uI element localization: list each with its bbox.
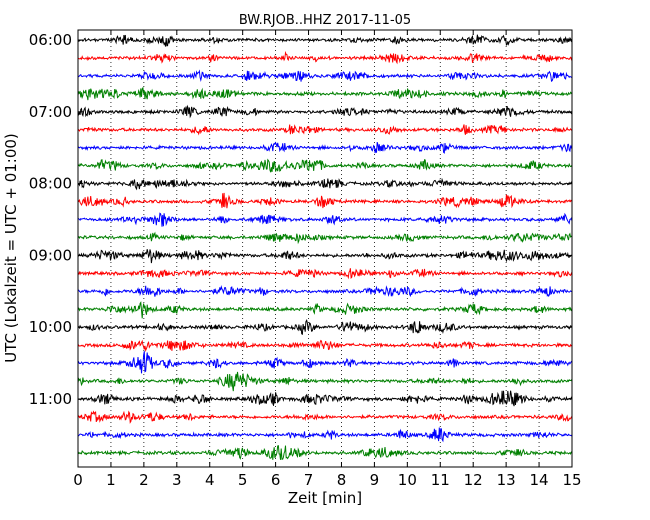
x-axis-label: Zeit [min]: [288, 489, 362, 507]
x-tick-label: 15: [562, 471, 581, 489]
x-tick-label: 5: [238, 471, 248, 489]
trace-row: [77, 141, 573, 154]
trace-row: [77, 390, 573, 407]
y-tick-label: 11:00: [29, 390, 72, 408]
trace-row: [77, 339, 573, 353]
y-tick-label: 09:00: [29, 246, 72, 264]
seismic-traces: [77, 34, 573, 460]
x-tick-label: 9: [370, 471, 380, 489]
trace-row: [77, 231, 573, 245]
trace-row: [77, 69, 573, 82]
plot-frame: [77, 29, 573, 468]
trace-row: [77, 319, 573, 335]
y-tick-label: 06:00: [29, 31, 72, 49]
trace-row: [77, 177, 573, 191]
x-tick-label: 8: [337, 471, 347, 489]
x-tick-label: 10: [398, 471, 417, 489]
trace-row: [77, 249, 573, 264]
x-tick-label: 12: [464, 471, 483, 489]
x-tick-label: 7: [304, 471, 314, 489]
x-tick-label: 4: [205, 471, 215, 489]
trace-row: [77, 34, 573, 47]
trace-row: [77, 268, 573, 280]
trace-row: [77, 86, 573, 101]
x-tick-label: 2: [139, 471, 149, 489]
chart-title: BW.RJOB..HHZ 2017-11-05: [239, 13, 411, 28]
x-axis: 0 1 2 3 4 5 6 7 8 9 10 11 12 13 14 15: [73, 30, 582, 489]
x-tick-label: 14: [530, 471, 549, 489]
trace-row: [77, 410, 573, 424]
x-tick-label: 1: [106, 471, 116, 489]
trace-row: [77, 351, 573, 374]
x-tick-label: 11: [431, 471, 450, 489]
y-axis: 06:00 07:00 08:00 09:00 10:00 11:00: [29, 31, 572, 408]
trace-row: [77, 192, 573, 209]
x-tick-label: 6: [271, 471, 281, 489]
y-tick-label: 08:00: [29, 175, 72, 193]
trace-row: [77, 371, 573, 392]
x-tick-label: 0: [73, 471, 83, 489]
trace-row: [77, 445, 573, 460]
trace-row: [77, 104, 573, 119]
trace-row: [77, 285, 573, 298]
trace-row: [77, 50, 573, 65]
trace-row: [77, 212, 573, 227]
x-tick-label: 3: [172, 471, 182, 489]
x-tick-label: 13: [497, 471, 516, 489]
trace-row: [77, 124, 573, 136]
trace-row: [77, 301, 573, 319]
y-axis-label: UTC (Lokalzeit = UTC + 01:00): [2, 133, 20, 363]
y-tick-label: 07:00: [29, 103, 72, 121]
trace-row: [77, 158, 573, 173]
trace-row: [77, 427, 573, 443]
vertical-grid: [110, 30, 540, 467]
y-tick-label: 10:00: [29, 318, 72, 336]
